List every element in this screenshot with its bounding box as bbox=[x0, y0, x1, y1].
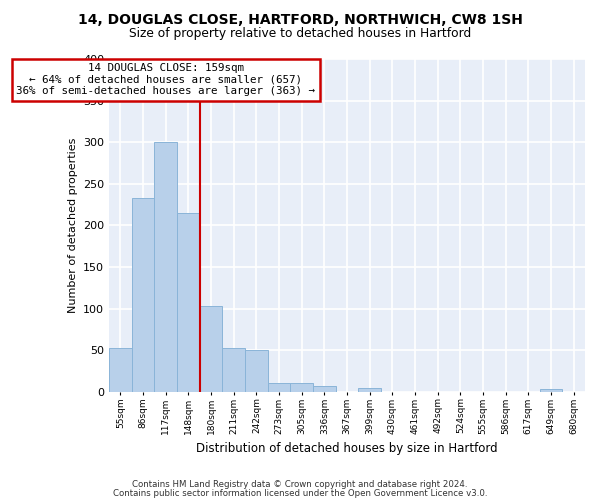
Bar bbox=[132, 198, 154, 392]
Bar bbox=[223, 348, 245, 392]
Bar bbox=[177, 213, 200, 392]
Bar bbox=[313, 386, 336, 392]
X-axis label: Distribution of detached houses by size in Hartford: Distribution of detached houses by size … bbox=[196, 442, 498, 455]
Bar bbox=[290, 382, 313, 392]
Bar bbox=[109, 348, 132, 392]
Bar bbox=[245, 350, 268, 392]
Bar bbox=[268, 384, 290, 392]
Bar bbox=[154, 142, 177, 392]
Bar bbox=[358, 388, 381, 392]
Bar bbox=[200, 306, 223, 392]
Text: Size of property relative to detached houses in Hartford: Size of property relative to detached ho… bbox=[129, 28, 471, 40]
Text: 14, DOUGLAS CLOSE, HARTFORD, NORTHWICH, CW8 1SH: 14, DOUGLAS CLOSE, HARTFORD, NORTHWICH, … bbox=[77, 12, 523, 26]
Y-axis label: Number of detached properties: Number of detached properties bbox=[68, 138, 77, 313]
Bar bbox=[539, 389, 562, 392]
Text: Contains public sector information licensed under the Open Government Licence v3: Contains public sector information licen… bbox=[113, 489, 487, 498]
Text: 14 DOUGLAS CLOSE: 159sqm
← 64% of detached houses are smaller (657)
36% of semi-: 14 DOUGLAS CLOSE: 159sqm ← 64% of detach… bbox=[16, 63, 315, 96]
Text: Contains HM Land Registry data © Crown copyright and database right 2024.: Contains HM Land Registry data © Crown c… bbox=[132, 480, 468, 489]
